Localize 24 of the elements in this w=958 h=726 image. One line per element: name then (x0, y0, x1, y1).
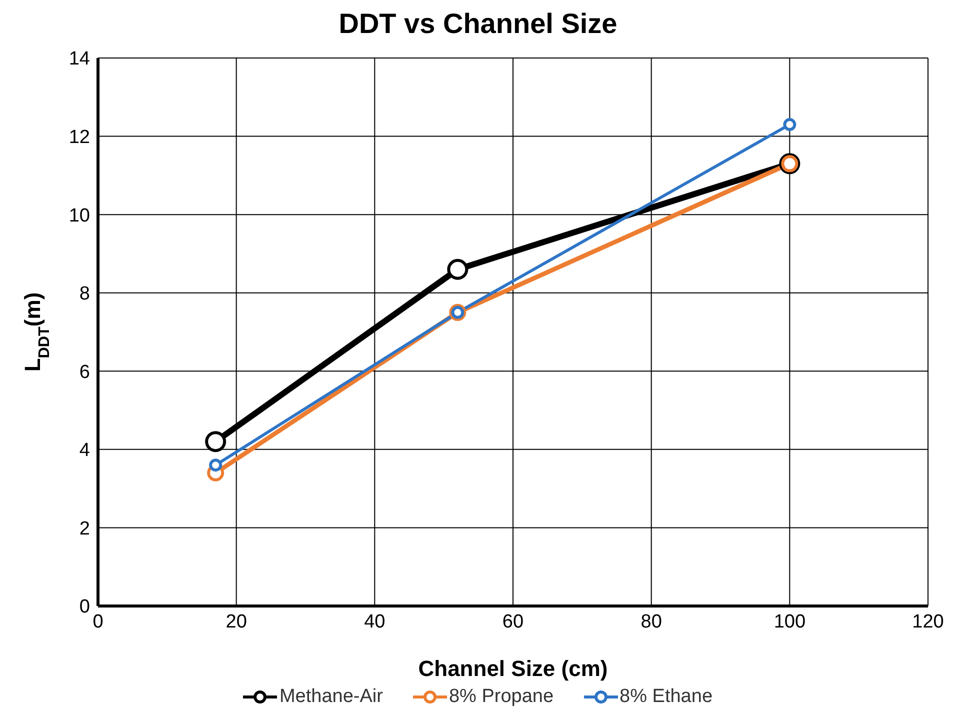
point (447, 258, 468, 280)
x-tick-label: 0 (92, 611, 104, 632)
x-tick-label: 80 (640, 611, 662, 632)
x-tick-label: 20 (226, 611, 247, 632)
point (205, 431, 226, 452)
y-tick-label: 2 (79, 518, 90, 540)
y-tick-label: 10 (68, 205, 90, 226)
x-tick-label: 60 (502, 611, 524, 632)
x-axis-title: Channel Size (cm) (418, 656, 608, 681)
y-tick-label: 12 (68, 127, 90, 148)
y-tick-label: 8 (79, 284, 90, 305)
chart-title: DDT vs Channel Size (338, 8, 618, 41)
x-tick-label: 120 (912, 611, 944, 632)
legend-label: 8% Propane (448, 686, 554, 708)
x-tick-label: 100 (774, 611, 806, 632)
y-tick-label: 4 (79, 440, 90, 462)
y-tick-label: 0 (79, 596, 90, 618)
y-tick-label: 6 (79, 362, 90, 383)
legend-label: 8% Ethane (618, 686, 713, 708)
legend-label: Methane-Air (278, 686, 383, 708)
y-tick-label: 14 (68, 48, 90, 70)
point (783, 118, 796, 132)
x-tick-label: 40 (364, 611, 386, 632)
point (209, 458, 222, 472)
